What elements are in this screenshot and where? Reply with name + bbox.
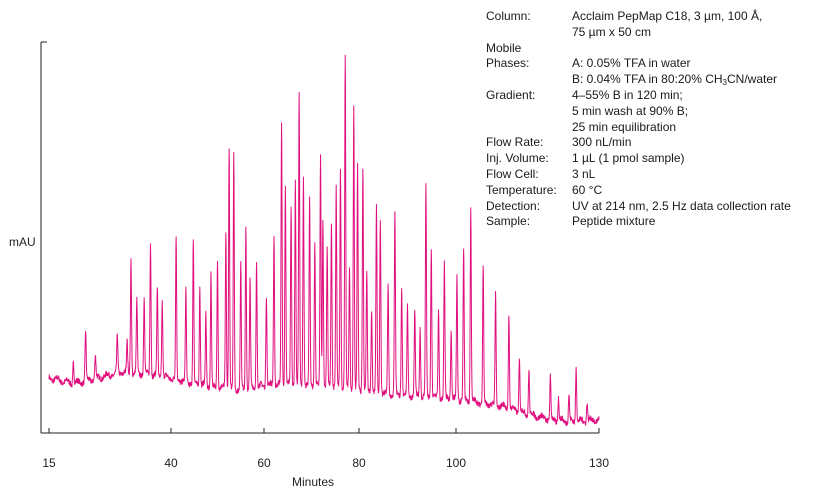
temperature-value: 60 °C <box>572 182 603 197</box>
inj-volume-value: 1 µL (1 pmol sample) <box>572 151 685 166</box>
detection-value: UV at 214 nm, 2.5 Hz data collection rat… <box>572 198 791 213</box>
chromatogram-trace <box>48 54 600 427</box>
detection-row: Detection: UV at 214 nm, 2.5 Hz data col… <box>486 199 831 215</box>
x-ticks: 15 40 60 80 100 130 <box>42 428 609 470</box>
gradient-line2: 5 min wash at 90% B; <box>572 103 689 118</box>
mobile-phases-value: A: 0.05% TFA in water B: 0.04% TFA in 80… <box>572 41 831 88</box>
flow-rate-row: Flow Rate: 300 nL/min <box>486 135 831 151</box>
column-value: Acclaim PepMap C18, 3 µm, 100 Å, 75 µm x… <box>572 9 831 41</box>
x-tick-label: 130 <box>589 456 609 470</box>
flow-rate-value: 300 nL/min <box>572 135 632 150</box>
sample-row: Sample: Peptide mixture <box>486 214 831 230</box>
phase-b-value: B: 0.04% TFA in 80:20% CH3CN/water <box>572 72 831 88</box>
x-tick-label: 80 <box>352 456 366 470</box>
inj-volume-label: Inj. Volume: <box>486 151 549 166</box>
temperature-label: Temperature: <box>486 182 557 197</box>
column-value-line1: Acclaim PepMap C18, 3 µm, 100 Å, <box>572 9 763 23</box>
phase-b-prefix: B: 0.04% TFA in 80:20% CH <box>572 72 723 87</box>
gradient-label: Gradient: <box>486 87 536 102</box>
phase-a-value: A: 0.05% TFA in water <box>572 56 691 71</box>
inj-volume-row: Inj. Volume: 1 µL (1 pmol sample) <box>486 151 831 167</box>
y-axis-title: mAU <box>9 235 36 249</box>
x-tick-label: 15 <box>42 456 56 470</box>
flow-cell-row: Flow Cell: 3 nL <box>486 167 831 183</box>
mobile-label-line2: Phases: <box>486 56 530 71</box>
x-tick-label: 100 <box>446 456 466 470</box>
mobile-spacer <box>572 41 831 57</box>
flow-rate-label: Flow Rate: <box>486 135 544 150</box>
column-value-line2: 75 µm x 50 cm <box>572 24 651 39</box>
axes: 15 40 60 80 100 130 <box>40 41 609 470</box>
column-row: Column: Acclaim PepMap C18, 3 µm, 100 Å,… <box>486 9 831 41</box>
phase-b-suffix: CN/water <box>726 72 777 87</box>
phase-b-subscript: 3 <box>722 78 727 88</box>
x-tick-label: 40 <box>164 456 178 470</box>
sample-label: Sample: <box>486 214 531 229</box>
temperature-row: Temperature: 60 °C <box>486 183 831 199</box>
gradient-row: Gradient: 4–55% B in 120 min; 5 min wash… <box>486 88 831 135</box>
flow-cell-label: Flow Cell: <box>486 166 539 181</box>
mobile-phases-row: Mobile Phases: A: 0.05% TFA in water B: … <box>486 41 831 88</box>
mobile-label-line1: Mobile <box>486 40 522 55</box>
column-label: Column: <box>486 9 531 23</box>
x-axis-title: Minutes <box>292 475 334 489</box>
gradient-value: 4–55% B in 120 min; 5 min wash at 90% B;… <box>572 88 831 135</box>
flow-cell-value: 3 nL <box>572 166 596 181</box>
gradient-line1: 4–55% B in 120 min; <box>572 87 683 102</box>
gradient-line3: 25 min equilibration <box>572 119 677 134</box>
sample-value: Peptide mixture <box>572 214 656 229</box>
x-tick-label: 60 <box>257 456 271 470</box>
mobile-phases-label: Mobile Phases: <box>486 41 572 88</box>
detection-label: Detection: <box>486 198 541 213</box>
method-conditions-panel: Column: Acclaim PepMap C18, 3 µm, 100 Å,… <box>486 9 831 230</box>
